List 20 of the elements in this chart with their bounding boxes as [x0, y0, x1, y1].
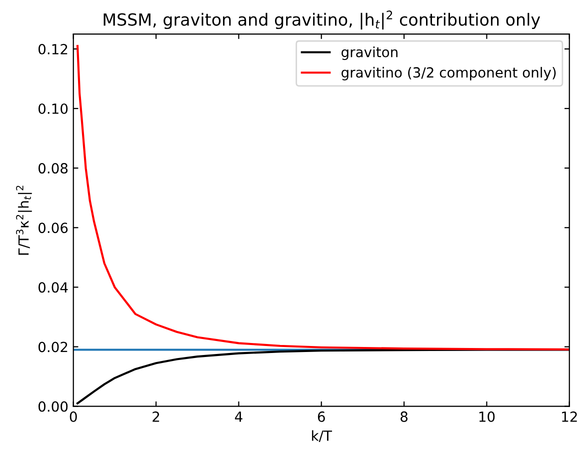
x-tick-label: 0 [70, 411, 77, 422]
y-tick-label: 0.10 [38, 103, 68, 114]
y-tick-label: 0.08 [38, 163, 68, 174]
y-tick-label: 0.00 [38, 401, 68, 412]
x-tick-label: 8 [400, 411, 408, 422]
legend-label: gravitino (3/2 component only) [342, 66, 556, 80]
y-tick-label: 0.02 [38, 342, 68, 352]
x-tick-label: 4 [234, 412, 242, 422]
y-tick-label: 0.04 [38, 282, 68, 293]
y-tick-label: 0.06 [38, 222, 68, 234]
line-series [76, 44, 570, 350]
x-tick-label: 10 [479, 411, 495, 422]
y-tick-label: 0.12 [38, 44, 68, 54]
legend-label: graviton [342, 46, 398, 60]
x-tick-label: 2 [152, 411, 160, 422]
chart-title: MSSM, graviton and gravitino, |h$_{t}$|$^{2}$ contribution only [104, 10, 540, 30]
x-tick-label: 12 [562, 411, 577, 422]
x-tick-label: 6 [318, 411, 325, 422]
y-axis-title: Γ/T$^{3}$κ$^{2}$|h$_{t}$|$^{2}$ [16, 186, 32, 255]
x-axis-title: k/T [312, 430, 332, 442]
